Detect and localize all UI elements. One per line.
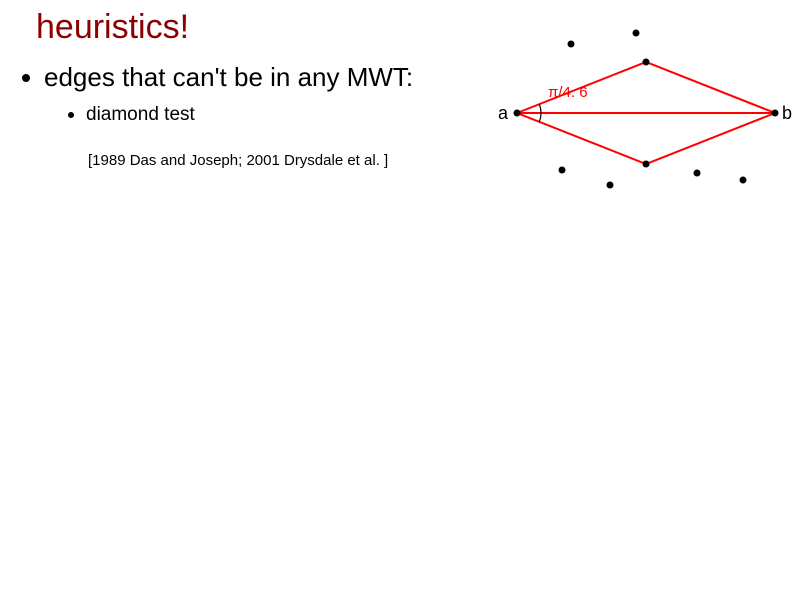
point-b xyxy=(772,110,779,117)
vertex-b-label: b xyxy=(782,103,792,124)
angle-label: π/4. 6 xyxy=(548,84,588,101)
diamond-diagram xyxy=(0,0,794,596)
point-outside xyxy=(607,182,614,189)
point-outside xyxy=(633,30,640,37)
point-outside xyxy=(740,177,747,184)
point-outside xyxy=(559,167,566,174)
point-diamond-bottom xyxy=(643,161,650,168)
point-a xyxy=(514,110,521,117)
point-outside xyxy=(694,170,701,177)
point-outside xyxy=(568,41,575,48)
point-diamond-top xyxy=(643,59,650,66)
vertex-a-label: a xyxy=(498,103,508,124)
